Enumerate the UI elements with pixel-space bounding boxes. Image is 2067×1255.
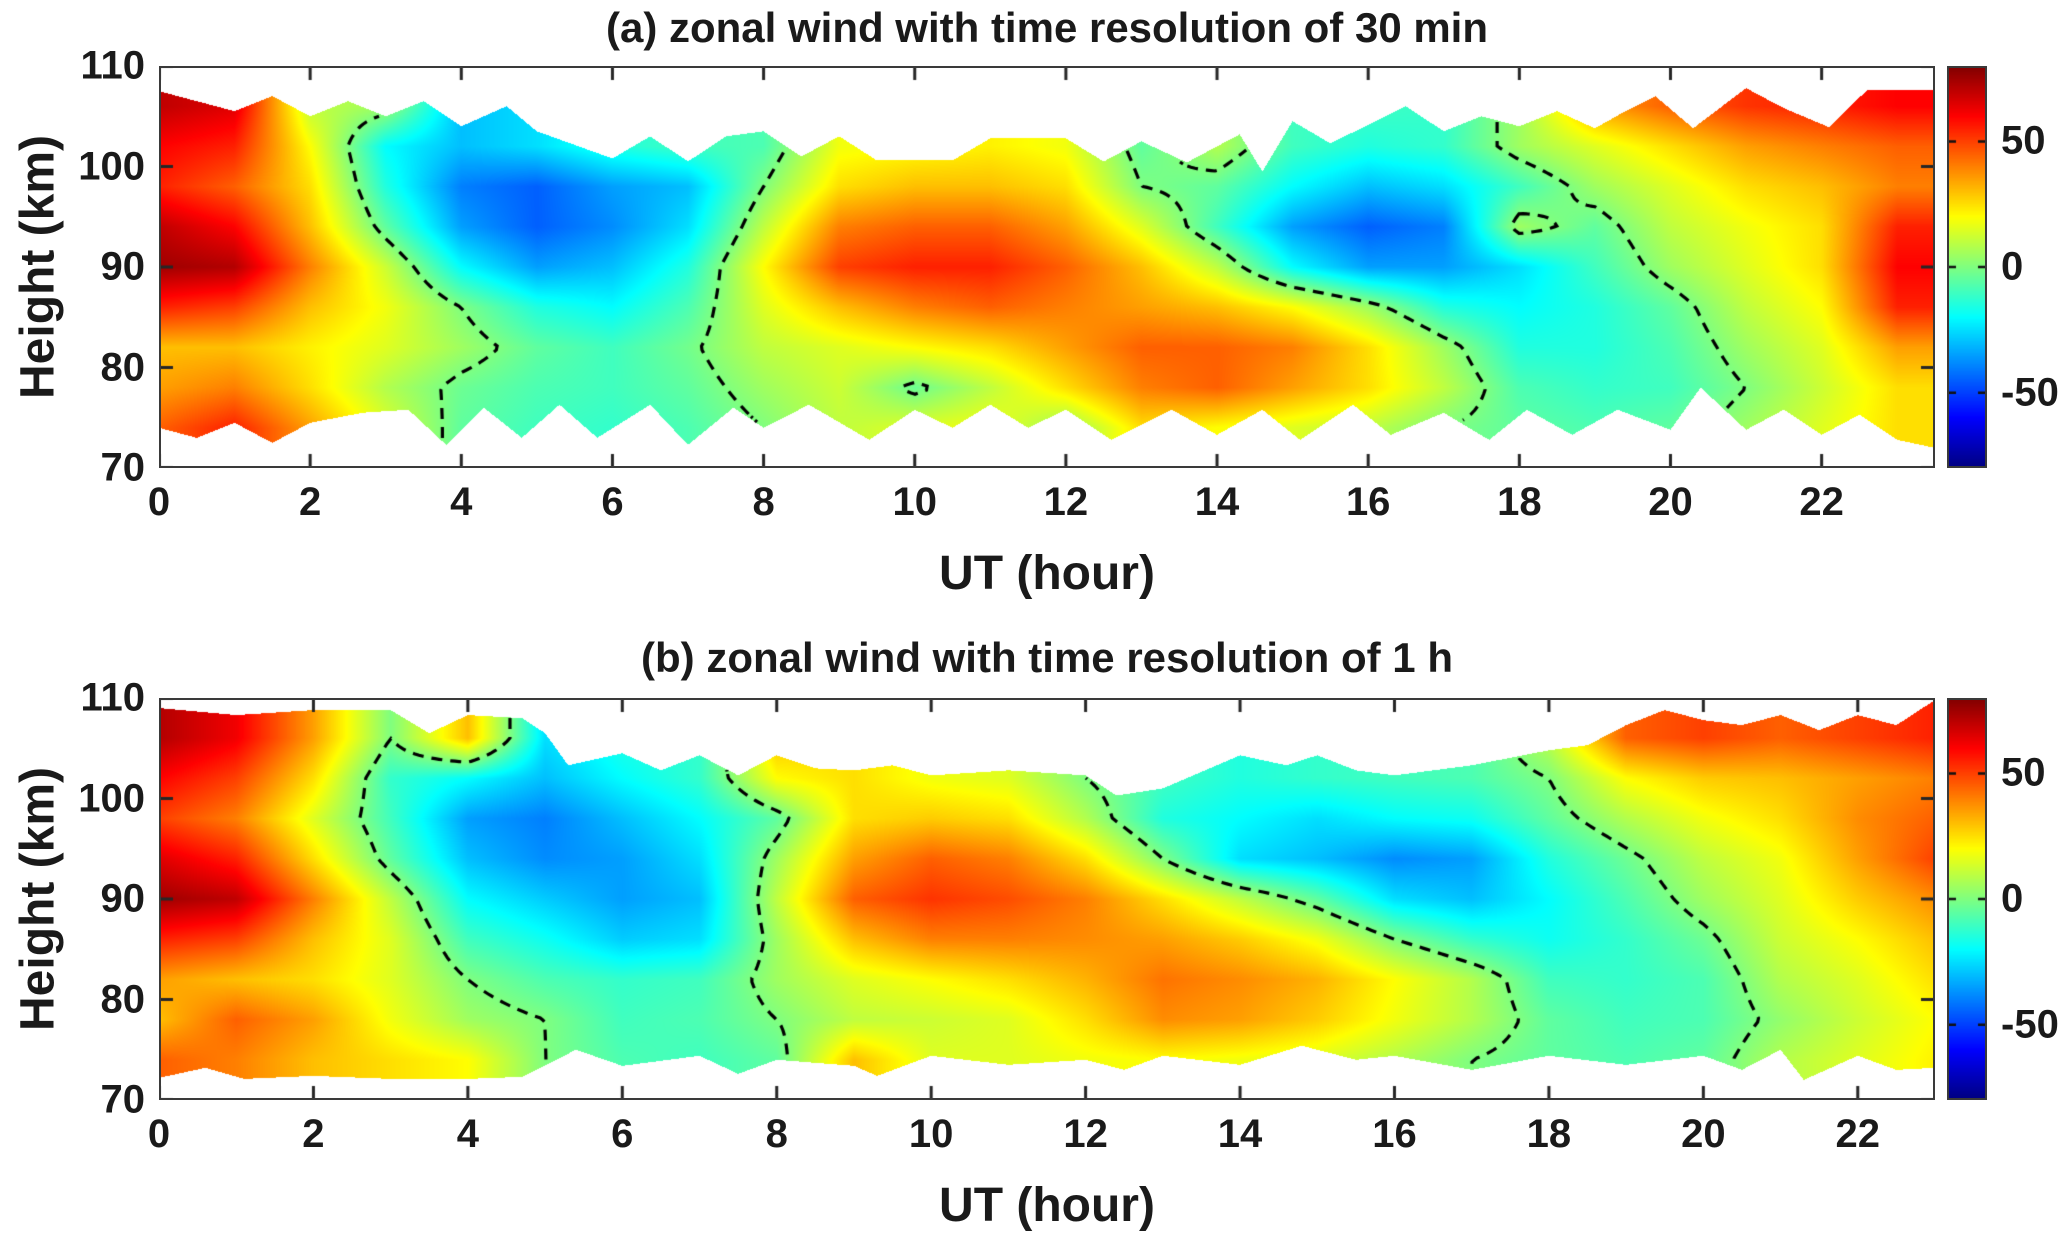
y-tick-label: 90 [100, 244, 146, 289]
y-tick-label: 110 [80, 675, 145, 720]
colorbar-tick-label: -50 [2001, 1002, 2059, 1047]
x-tick-label: 18 [1526, 1112, 1572, 1156]
colorbar-tick-label: 50 [2001, 750, 2046, 795]
x-tick-label: 20 [1681, 1112, 1726, 1156]
panel-b-title: (b) zonal wind with time resolution of 1… [641, 634, 1453, 681]
x-tick-label: 16 [1372, 1112, 1417, 1156]
panel-b-xlabel: UT (hour) [939, 1179, 1155, 1232]
x-tick-label: 4 [456, 1112, 479, 1156]
panel-a-xlabel: UT (hour) [939, 547, 1155, 600]
x-tick-label: 0 [147, 480, 171, 524]
panel-b-colorbar [1947, 698, 1987, 1100]
x-tick-label: 20 [1648, 480, 1693, 524]
y-tick-label: 90 [100, 876, 146, 921]
x-tick-label: 6 [611, 1112, 634, 1156]
x-tick-label: 8 [752, 480, 775, 524]
x-tick-label: 22 [1799, 480, 1844, 524]
x-tick-label: 12 [1063, 1112, 1108, 1156]
x-tick-label: 6 [601, 480, 624, 524]
x-tick-label: 0 [147, 1112, 171, 1156]
colorbar-tick-label: 0 [2001, 876, 2024, 921]
y-tick-label: 80 [100, 977, 146, 1021]
panel-a-heatmap [159, 66, 1935, 468]
panel-b-heatmap [159, 698, 1935, 1100]
x-tick-label: 18 [1497, 480, 1542, 524]
colorbar-tick-label: -50 [2001, 370, 2059, 415]
colorbar-tick-label: 0 [2001, 244, 2024, 289]
x-tick-label: 2 [299, 480, 322, 524]
panel-a-title: (a) zonal wind with time resolution of 3… [605, 4, 1489, 51]
x-tick-label: 14 [1194, 480, 1240, 524]
x-tick-label: 10 [892, 480, 937, 524]
y-tick-label: 70 [100, 1077, 146, 1122]
y-tick-label: 100 [78, 776, 145, 820]
x-tick-label: 12 [1043, 480, 1089, 524]
x-tick-label: 22 [1835, 1112, 1881, 1156]
x-tick-label: 4 [450, 480, 473, 524]
x-tick-label: 14 [1217, 1112, 1263, 1156]
y-tick-label: 80 [100, 345, 146, 389]
colorbar-tick-label: 50 [2001, 118, 2046, 163]
x-tick-label: 2 [302, 1112, 325, 1156]
y-tick-label: 100 [78, 144, 145, 188]
x-tick-label: 16 [1345, 480, 1391, 524]
x-tick-label: 8 [765, 1112, 788, 1156]
y-tick-label: 110 [80, 43, 145, 88]
y-tick-label: 70 [100, 445, 146, 490]
panel-a-colorbar [1947, 66, 1987, 468]
x-tick-label: 10 [908, 1112, 954, 1156]
